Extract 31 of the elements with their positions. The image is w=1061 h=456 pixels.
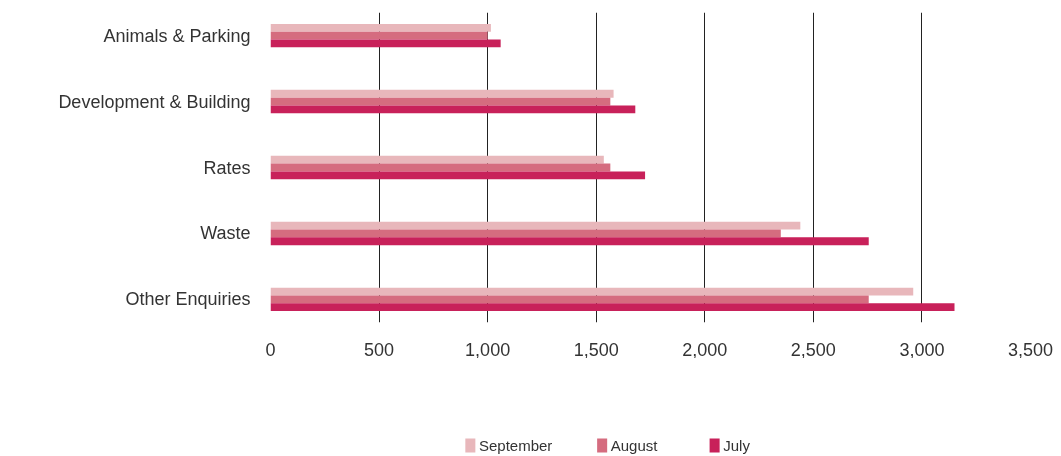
x-tick-label: 2,500 <box>790 339 836 360</box>
bar <box>270 163 611 172</box>
x-tick-label: 500 <box>364 339 395 360</box>
x-tick-label: 1,500 <box>573 339 619 360</box>
y-tick-label: Other Enquiries <box>125 289 251 310</box>
legend-label: August <box>610 437 659 454</box>
y-tick-label: Development & Building <box>58 91 251 112</box>
x-tick-label: 3,000 <box>899 339 945 360</box>
bar <box>270 39 501 48</box>
y-tick-label: Animals & Parking <box>103 25 251 46</box>
bar <box>270 31 488 40</box>
bar <box>270 287 914 296</box>
bar <box>270 23 491 32</box>
bar <box>270 105 636 114</box>
y-tick-label: Rates <box>203 157 251 178</box>
legend-label: July <box>723 437 751 454</box>
y-tick-label: Waste <box>200 223 251 244</box>
bar <box>270 237 869 246</box>
x-tick-label: 3,500 <box>1007 339 1054 360</box>
x-tick-label: 1,000 <box>465 339 511 360</box>
x-tick-label: 2,000 <box>682 339 728 360</box>
bar <box>270 155 604 164</box>
legend-label: September <box>478 437 553 454</box>
bar <box>270 171 646 180</box>
bar <box>270 221 801 230</box>
x-tick-label: 0 <box>265 339 276 360</box>
bar <box>270 97 611 106</box>
bar <box>270 229 781 238</box>
bar <box>270 295 869 304</box>
bar <box>270 89 614 98</box>
bar <box>270 303 955 312</box>
